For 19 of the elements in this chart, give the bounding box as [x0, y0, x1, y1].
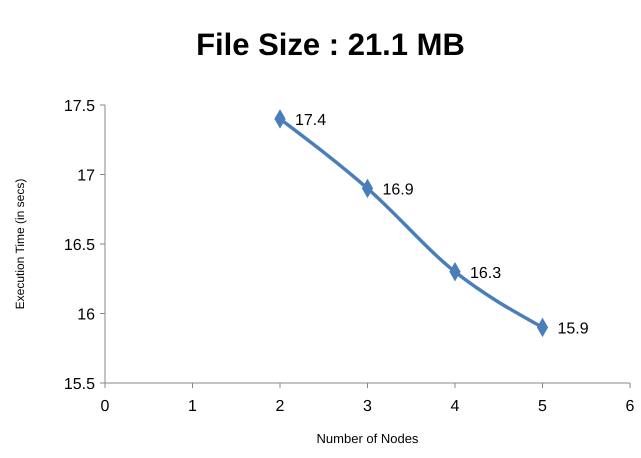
y-tick-label: 17.5	[64, 98, 96, 115]
x-axis-title: Number of Nodes	[316, 431, 419, 446]
y-tick-label: 17	[77, 168, 96, 184]
x-tick-label: 2	[276, 398, 285, 415]
chart-title: File Size : 21.1 MB	[196, 27, 465, 62]
data-label: 15.9	[558, 320, 589, 338]
data-label: 16.3	[470, 264, 502, 282]
data-label: 16.9	[382, 181, 414, 198]
x-tick-label: 3	[363, 398, 372, 415]
data-label: 17.4	[295, 112, 326, 129]
x-tick-label: 6	[626, 398, 635, 415]
y-tick-label: 16.5	[64, 237, 96, 254]
x-tick-label: 5	[538, 398, 548, 415]
x-tick-label: 4	[450, 398, 460, 415]
x-tick-label: 0	[100, 398, 110, 415]
y-tick-label: 16	[77, 306, 96, 324]
x-tick-label: 1	[188, 398, 198, 415]
y-tick-label: 15.5	[64, 376, 96, 393]
y-axis-title: Execution Time (in secs)	[13, 178, 27, 310]
